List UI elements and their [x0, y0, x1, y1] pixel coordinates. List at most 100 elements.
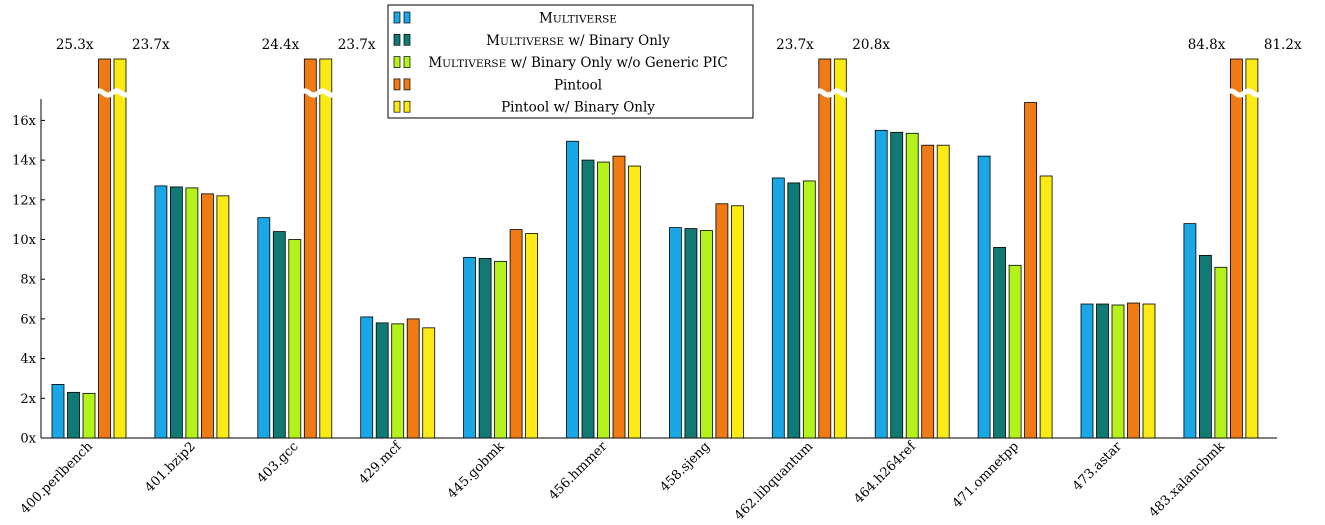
bar [905, 132, 919, 439]
bar [936, 144, 950, 439]
bars [51, 58, 1264, 439]
bar [818, 58, 832, 439]
bar [597, 161, 610, 439]
category-label: 483.xalancbmk [1146, 439, 1227, 520]
bar [993, 247, 1006, 439]
y-tick-label: 8x [20, 273, 36, 288]
bar [1080, 303, 1094, 439]
clipped-value-labels: 25.3x 23.7x 24.4x 23.7x 23.7x 20.8x 84.8x 81.2x [56, 37, 1302, 53]
category-label: 462.libquantum [732, 439, 816, 523]
clipped-value-label: 20.8x [852, 37, 890, 53]
clipped-value-label: 23.7x [776, 37, 814, 53]
bar [463, 256, 477, 439]
category-label: 400.perlbench [18, 439, 96, 517]
bar [1230, 58, 1243, 439]
bar [360, 316, 374, 439]
bar [921, 144, 935, 439]
bar [1127, 302, 1140, 439]
category-label: 464.h264ref [851, 438, 920, 507]
bar [890, 131, 904, 439]
legend: MULTIVERSE MULTIVERSE w/ Binary Only MULTI… [387, 4, 754, 119]
bar [154, 185, 168, 439]
bar [612, 155, 626, 439]
bar [1111, 304, 1125, 439]
bar [51, 384, 65, 439]
bar [628, 165, 641, 439]
bar [1214, 266, 1228, 439]
bar [391, 323, 405, 439]
clipped-value-label: 24.4x [262, 37, 300, 53]
bar [1183, 223, 1197, 439]
legend-swatch [403, 33, 411, 46]
bar [272, 231, 286, 439]
clipped-value-label: 25.3x [56, 37, 94, 53]
bar [787, 182, 801, 439]
legend-swatch [403, 100, 411, 113]
y-tick-label: 0x [20, 432, 36, 447]
bar [1142, 303, 1156, 439]
clipped-value-label: 84.8x [1188, 37, 1226, 53]
bar [375, 322, 389, 439]
legend-box [387, 4, 754, 119]
clipped-value-label: 23.7x [338, 37, 376, 53]
legend-swatch [393, 56, 401, 68]
axes: 0x 2x 4x 6x 8x 10x 12x 14x 16x [12, 99, 1277, 447]
legend-swatch [393, 11, 401, 24]
bar [422, 327, 436, 439]
y-tick-label: 12x [12, 193, 37, 208]
axis-break [813, 88, 852, 98]
y-tick-label: 6x [20, 312, 36, 327]
legend-swatch [393, 100, 401, 113]
bar [200, 193, 214, 439]
category-label: 456.hmmer [546, 439, 611, 504]
legend-swatch [393, 78, 401, 91]
bar [802, 180, 816, 439]
clipped-value-label: 81.2x [1264, 37, 1302, 53]
y-tick-label: 16x [12, 114, 37, 129]
y-tick-label: 2x [20, 392, 36, 407]
bar [257, 217, 271, 439]
y-tick-label: 4x [20, 352, 36, 367]
legend-label: Pintool [554, 77, 602, 93]
bar [1199, 254, 1212, 439]
bar [1039, 175, 1053, 439]
axis-break [1224, 88, 1264, 98]
bar [731, 205, 744, 439]
bar [771, 177, 785, 439]
bar [82, 392, 96, 439]
legend-label: Pintool w/ Binary Only [501, 100, 655, 116]
bar [1245, 58, 1259, 439]
bar [319, 58, 333, 439]
bar [288, 239, 302, 439]
bar [684, 228, 698, 439]
bar [1024, 102, 1037, 439]
bar [509, 229, 523, 439]
bar [874, 129, 888, 439]
legend-swatch [393, 33, 401, 46]
bar [566, 140, 579, 439]
bar [977, 155, 991, 439]
bar [98, 58, 111, 439]
y-tick-label: 10x [12, 233, 37, 248]
legend-label: MULTIVERSE [539, 11, 617, 27]
bar [715, 203, 729, 439]
bar [1096, 303, 1109, 439]
bar [303, 58, 317, 439]
legend-swatch [403, 11, 411, 24]
category-label: 473.astar [1070, 439, 1125, 494]
category-label: 429.mcf [356, 438, 405, 487]
bar [669, 227, 682, 439]
legend-label: MULTIVERSE w/ Binary Only w/o Generic PI… [428, 55, 727, 71]
bar [700, 230, 713, 439]
bar [581, 159, 595, 439]
clipped-value-label: 23.7x [132, 37, 170, 53]
category-label: 401.bzip2 [142, 439, 198, 495]
category-label: 445.gobmk [445, 439, 508, 502]
bar [113, 58, 127, 439]
legend-swatch [403, 56, 411, 68]
bar [833, 58, 847, 439]
legend-swatch [403, 78, 411, 91]
bar [216, 195, 230, 439]
bar [406, 318, 420, 439]
bar [169, 186, 183, 439]
